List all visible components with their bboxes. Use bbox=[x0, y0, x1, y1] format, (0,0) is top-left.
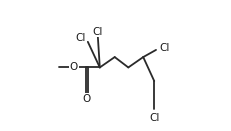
Text: O: O bbox=[70, 62, 78, 72]
Text: Cl: Cl bbox=[159, 43, 169, 53]
Text: Cl: Cl bbox=[148, 113, 159, 123]
Text: O: O bbox=[82, 94, 91, 104]
Text: Cl: Cl bbox=[92, 27, 102, 37]
Text: Cl: Cl bbox=[76, 33, 86, 43]
